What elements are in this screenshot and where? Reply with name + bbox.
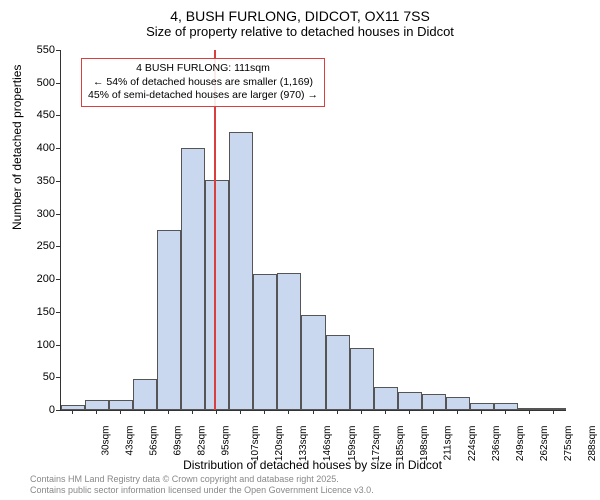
x-tick-label: 288sqm <box>587 426 598 462</box>
x-tick-mark <box>240 410 241 414</box>
x-tick-mark <box>553 410 554 414</box>
bar <box>205 180 229 410</box>
x-tick-label: 30sqm <box>101 426 112 456</box>
chart-area: 4 BUSH FURLONG: 111sqm ← 54% of detached… <box>60 50 565 410</box>
annotation-line1: 4 BUSH FURLONG: 111sqm <box>88 62 318 76</box>
y-tick-mark <box>56 345 60 346</box>
y-tick-mark <box>56 115 60 116</box>
x-tick-mark <box>433 410 434 414</box>
x-tick-label: 249sqm <box>515 426 526 462</box>
y-tick-mark <box>56 377 60 378</box>
bar <box>181 148 205 410</box>
y-tick-mark <box>56 246 60 247</box>
bar <box>253 274 277 410</box>
x-tick-mark <box>313 410 314 414</box>
x-tick-mark <box>385 410 386 414</box>
y-tick-mark <box>56 148 60 149</box>
bar <box>109 400 133 410</box>
bar <box>326 335 350 410</box>
x-tick-label: 185sqm <box>395 426 406 462</box>
x-tick-label: 198sqm <box>419 426 430 462</box>
x-tick-mark <box>168 410 169 414</box>
x-tick-label: 224sqm <box>467 426 478 462</box>
y-tick-mark <box>56 312 60 313</box>
bar <box>133 379 157 410</box>
bar <box>277 273 301 410</box>
y-tick-label: 100 <box>25 339 55 351</box>
y-tick-label: 300 <box>25 208 55 220</box>
y-tick-mark <box>56 50 60 51</box>
chart-container: 4, BUSH FURLONG, DIDCOT, OX11 7SS Size o… <box>0 0 600 500</box>
x-tick-mark <box>144 410 145 414</box>
x-axis-label: Distribution of detached houses by size … <box>60 458 565 472</box>
x-tick-label: 120sqm <box>274 426 285 462</box>
chart-title: 4, BUSH FURLONG, DIDCOT, OX11 7SS <box>0 0 600 24</box>
y-tick-mark <box>56 214 60 215</box>
footer-line1: Contains HM Land Registry data © Crown c… <box>30 474 374 485</box>
x-tick-mark <box>96 410 97 414</box>
x-tick-mark <box>529 410 530 414</box>
bar <box>398 392 422 410</box>
x-tick-label: 262sqm <box>539 426 550 462</box>
annotation-line3: 45% of semi-detached houses are larger (… <box>88 89 318 103</box>
footer-line2: Contains public sector information licen… <box>30 485 374 496</box>
y-tick-label: 500 <box>25 77 55 89</box>
x-tick-mark <box>72 410 73 414</box>
footer: Contains HM Land Registry data © Crown c… <box>30 474 374 496</box>
y-tick-label: 200 <box>25 273 55 285</box>
y-tick-label: 400 <box>25 142 55 154</box>
annotation-line2: ← 54% of detached houses are smaller (1,… <box>88 76 318 90</box>
x-tick-label: 146sqm <box>323 426 334 462</box>
x-tick-mark <box>505 410 506 414</box>
x-tick-mark <box>120 410 121 414</box>
bar <box>350 348 374 410</box>
x-tick-label: 236sqm <box>491 426 502 462</box>
bar <box>229 132 253 410</box>
y-axis-label: Number of detached properties <box>10 65 24 230</box>
y-tick-label: 450 <box>25 109 55 121</box>
x-tick-label: 43sqm <box>125 426 136 456</box>
x-tick-mark <box>361 410 362 414</box>
bar <box>301 315 325 410</box>
x-tick-label: 95sqm <box>221 426 232 456</box>
x-tick-label: 133sqm <box>298 426 309 462</box>
y-tick-mark <box>56 410 60 411</box>
x-tick-mark <box>337 410 338 414</box>
x-tick-mark <box>264 410 265 414</box>
y-tick-label: 50 <box>25 371 55 383</box>
annotation-box: 4 BUSH FURLONG: 111sqm ← 54% of detached… <box>81 58 325 107</box>
bar <box>157 230 181 410</box>
x-tick-mark <box>457 410 458 414</box>
bar <box>85 400 109 410</box>
x-tick-mark <box>409 410 410 414</box>
y-tick-mark <box>56 83 60 84</box>
x-tick-label: 172sqm <box>371 426 382 462</box>
x-tick-label: 56sqm <box>149 426 160 456</box>
chart-subtitle: Size of property relative to detached ho… <box>0 24 600 43</box>
y-tick-label: 250 <box>25 240 55 252</box>
y-tick-label: 0 <box>25 404 55 416</box>
x-tick-label: 159sqm <box>347 426 358 462</box>
bar <box>374 387 398 410</box>
x-tick-label: 69sqm <box>173 426 184 456</box>
bar <box>422 394 446 410</box>
y-tick-label: 350 <box>25 175 55 187</box>
plot-region: 4 BUSH FURLONG: 111sqm ← 54% of detached… <box>60 50 566 411</box>
x-tick-mark <box>481 410 482 414</box>
bar <box>446 397 470 410</box>
y-tick-mark <box>56 279 60 280</box>
x-tick-mark <box>288 410 289 414</box>
x-tick-mark <box>192 410 193 414</box>
x-tick-label: 82sqm <box>197 426 208 456</box>
x-tick-mark <box>216 410 217 414</box>
x-tick-label: 107sqm <box>250 426 261 462</box>
y-tick-label: 150 <box>25 306 55 318</box>
x-tick-label: 211sqm <box>442 426 453 461</box>
bar <box>61 405 85 410</box>
y-tick-label: 550 <box>25 44 55 56</box>
x-tick-label: 275sqm <box>563 426 574 462</box>
y-tick-mark <box>56 181 60 182</box>
